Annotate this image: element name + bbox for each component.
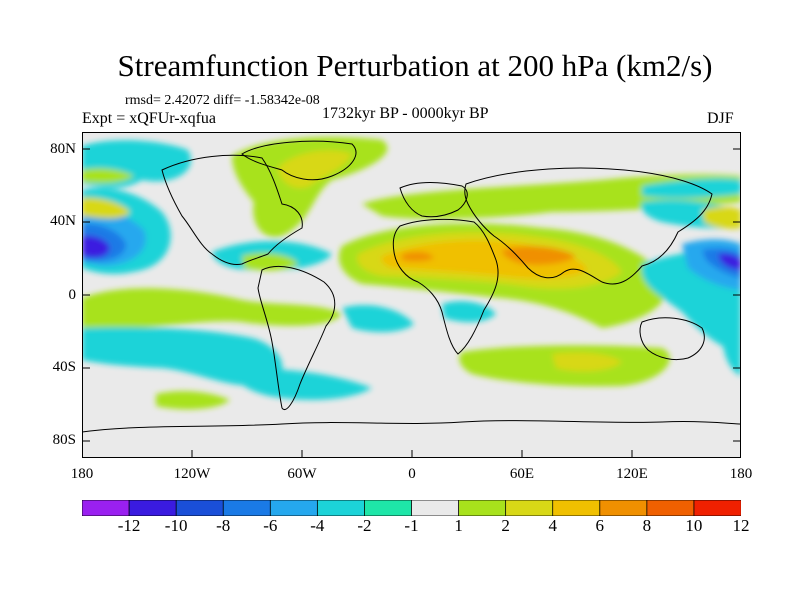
north-america-outline	[161, 154, 303, 265]
stats-text: rmsd= 2.42072 diff= -1.58342e-08	[125, 93, 320, 108]
period-label: 1732kyr BP - 0000kyr BP	[322, 105, 489, 122]
antarctica-outline	[82, 420, 741, 433]
colorbar-label: -1	[404, 516, 419, 535]
colorbar-swatch	[222, 500, 271, 516]
colorbar-label: -10	[164, 516, 188, 535]
asia-outline	[464, 167, 713, 285]
colorbar-swatch	[552, 500, 601, 516]
lat-label-80s: 80S	[52, 432, 76, 448]
lon-label-0: 0	[408, 466, 416, 482]
experiment-label: Expt = xQFUr-xqfua	[82, 110, 217, 127]
africa-outline	[392, 218, 499, 355]
south-america-outline	[257, 265, 336, 410]
colorbar-swatch	[411, 500, 460, 516]
colorbar-swatch	[364, 500, 413, 516]
colorbar-swatch	[599, 500, 648, 516]
colorbar-label: 12	[732, 516, 750, 535]
anomaly-fields	[82, 137, 741, 410]
colorbar-swatch	[646, 500, 695, 516]
europe-outline	[399, 182, 468, 218]
colorbar-label: 8	[642, 516, 652, 535]
lon-label-180w: 180	[70, 466, 94, 482]
chart-title: Streamfunction Perturbation at 200 hPa (…	[117, 48, 713, 83]
colorbar-label: 6	[595, 516, 605, 535]
colorbar-swatch	[175, 500, 224, 516]
colorbar-swatch	[505, 500, 554, 516]
coastlines	[82, 140, 741, 433]
lat-label-equator: 0	[68, 287, 77, 303]
lon-label-120w: 120W	[173, 466, 211, 482]
colorbar-label: -12	[117, 516, 141, 535]
colorbar-label: 4	[548, 516, 557, 535]
colorbar-swatch	[316, 500, 366, 516]
australia-outline	[639, 317, 705, 361]
lon-label-120e: 120E	[616, 466, 648, 482]
colorbar-swatch	[693, 500, 741, 516]
greenland-outline	[241, 140, 357, 181]
map-ticks	[82, 148, 741, 458]
lon-label-60e: 60E	[509, 466, 535, 482]
lon-label-180e: 180	[729, 466, 753, 482]
colorbar-label: -2	[357, 516, 372, 535]
lat-label-40s: 40S	[52, 359, 76, 375]
lon-label-60w: 60W	[287, 466, 317, 482]
colorbar-swatch	[128, 500, 177, 516]
colorbar-label: 2	[501, 516, 510, 535]
colorbar-swatch	[82, 500, 130, 516]
colorbar-label: -6	[263, 516, 278, 535]
season-label: DJF	[707, 110, 734, 127]
colorbar-swatch	[269, 500, 319, 516]
lat-label-80n: 80N	[50, 141, 76, 157]
lat-label-40n: 40N	[50, 213, 76, 229]
colorbar-label: 10	[685, 516, 703, 535]
colorbar-label: -8	[216, 516, 231, 535]
colorbar-label: -4	[310, 516, 325, 535]
streamfunction-map	[82, 132, 741, 458]
colorbar-label: 1	[454, 516, 463, 535]
colorbar-swatch	[458, 500, 507, 516]
colorbar	[82, 500, 741, 516]
